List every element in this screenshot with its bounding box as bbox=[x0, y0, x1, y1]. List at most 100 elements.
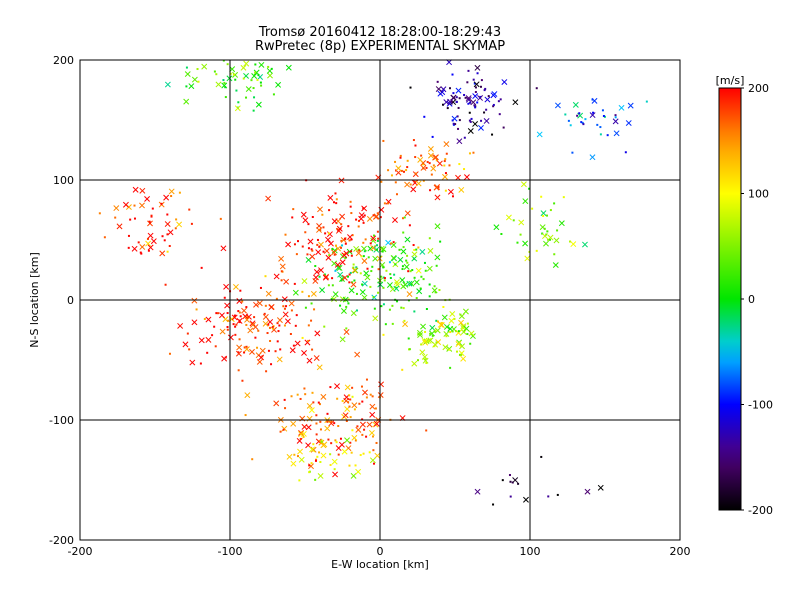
scatter-dot bbox=[333, 468, 336, 471]
scatter-cross bbox=[359, 289, 366, 296]
scatter-cross bbox=[374, 452, 381, 459]
scatter-cross bbox=[164, 81, 171, 88]
scatter-dot bbox=[402, 170, 405, 173]
scatter-cross bbox=[363, 270, 370, 277]
x-tick-label: -200 bbox=[68, 545, 93, 558]
scatter-cross bbox=[432, 154, 439, 161]
scatter-cross bbox=[355, 468, 362, 475]
scatter-dot bbox=[310, 462, 313, 465]
scatter-cross bbox=[484, 96, 491, 103]
scatter-cross bbox=[168, 188, 175, 195]
scatter-dot bbox=[98, 212, 101, 215]
scatter-dot bbox=[254, 336, 257, 339]
scatter-cross bbox=[236, 298, 243, 304]
scatter-dot bbox=[259, 81, 262, 84]
scatter-dot bbox=[516, 241, 519, 244]
scatter-dot bbox=[564, 113, 567, 116]
scatter-dot bbox=[314, 478, 317, 481]
scatter-dot bbox=[335, 244, 338, 247]
scatter-dot bbox=[415, 297, 418, 300]
scatter-dot bbox=[307, 295, 310, 298]
scatter-dot bbox=[387, 202, 390, 205]
scatter-dot bbox=[343, 237, 346, 240]
scatter-dot bbox=[206, 351, 209, 354]
scatter-dot bbox=[435, 341, 438, 344]
scatter-dot bbox=[440, 322, 443, 325]
scatter-cross bbox=[434, 327, 441, 334]
scatter-cross bbox=[334, 261, 341, 268]
scatter-cross bbox=[350, 281, 357, 288]
scatter-dot bbox=[553, 253, 556, 256]
scatter-dot bbox=[389, 242, 392, 245]
scatter-dot bbox=[452, 92, 455, 95]
scatter-dot bbox=[290, 309, 293, 312]
scatter-cross bbox=[455, 174, 461, 181]
scatter-dot bbox=[252, 109, 255, 112]
scatter-cross bbox=[462, 308, 469, 315]
scatter-cross bbox=[240, 64, 247, 71]
scatter-dot bbox=[412, 244, 415, 247]
scatter-dot bbox=[468, 152, 471, 155]
scatter-dot bbox=[401, 268, 404, 271]
scatter-dot bbox=[371, 395, 374, 398]
scatter-cross bbox=[316, 364, 323, 371]
scatter-cross bbox=[288, 300, 295, 307]
scatter-dot bbox=[389, 273, 392, 276]
scatter-dot bbox=[257, 74, 260, 77]
scatter-dot bbox=[164, 283, 167, 286]
scatter-dot bbox=[391, 304, 394, 307]
scatter-dot bbox=[320, 439, 323, 442]
scatter-cross bbox=[343, 329, 350, 335]
scatter-cross bbox=[370, 244, 377, 251]
scatter-dot bbox=[499, 98, 502, 101]
scatter-dot bbox=[350, 238, 353, 241]
scatter-cross bbox=[150, 238, 157, 245]
scatter-cross bbox=[132, 186, 139, 193]
scatter-dot bbox=[428, 237, 431, 240]
scatter-cross bbox=[443, 141, 450, 148]
scatter-dot bbox=[310, 302, 313, 305]
scatter-dot bbox=[129, 218, 132, 221]
scatter-cross bbox=[147, 232, 154, 239]
scatter-cross bbox=[319, 287, 326, 294]
scatter-dot bbox=[280, 270, 283, 273]
scatter-dot bbox=[307, 223, 310, 226]
scatter-dot bbox=[367, 256, 370, 259]
scatter-cross bbox=[392, 217, 398, 223]
scatter-dot bbox=[369, 285, 372, 288]
scatter-dot bbox=[308, 464, 311, 467]
scatter-dot bbox=[467, 69, 470, 72]
scatter-dot bbox=[469, 101, 472, 104]
scatter-dot bbox=[492, 503, 495, 506]
scatter-cross bbox=[188, 83, 195, 90]
scatter-dot bbox=[365, 378, 368, 381]
scatter-dot bbox=[442, 305, 445, 308]
scatter-cross bbox=[227, 334, 234, 341]
scatter-dot bbox=[455, 101, 458, 104]
scatter-dot bbox=[335, 198, 338, 201]
scatter-dot bbox=[382, 139, 385, 142]
scatter-cross bbox=[429, 324, 436, 331]
scatter-cross bbox=[309, 253, 316, 260]
scatter-dot bbox=[431, 334, 434, 337]
x-tick-label: -100 bbox=[218, 545, 243, 558]
scatter-dot bbox=[389, 276, 392, 279]
scatter-dot bbox=[458, 119, 461, 122]
scatter-dot bbox=[541, 232, 544, 235]
scatter-cross bbox=[113, 205, 120, 212]
scatter-dot bbox=[420, 275, 423, 278]
scatter-dot bbox=[283, 324, 286, 327]
scatter-cross bbox=[435, 86, 442, 93]
scatter-dot bbox=[340, 246, 343, 249]
scatter-cross bbox=[377, 392, 384, 399]
scatter-dot bbox=[188, 348, 191, 351]
scatter-dot bbox=[599, 126, 602, 129]
scatter-dot bbox=[321, 213, 324, 216]
scatter-cross bbox=[275, 81, 282, 88]
scatter-cross bbox=[234, 105, 241, 112]
scatter-dot bbox=[331, 277, 334, 280]
scatter-dot bbox=[170, 195, 173, 198]
scatter-cross bbox=[442, 173, 448, 180]
scatter-cross bbox=[458, 319, 464, 326]
